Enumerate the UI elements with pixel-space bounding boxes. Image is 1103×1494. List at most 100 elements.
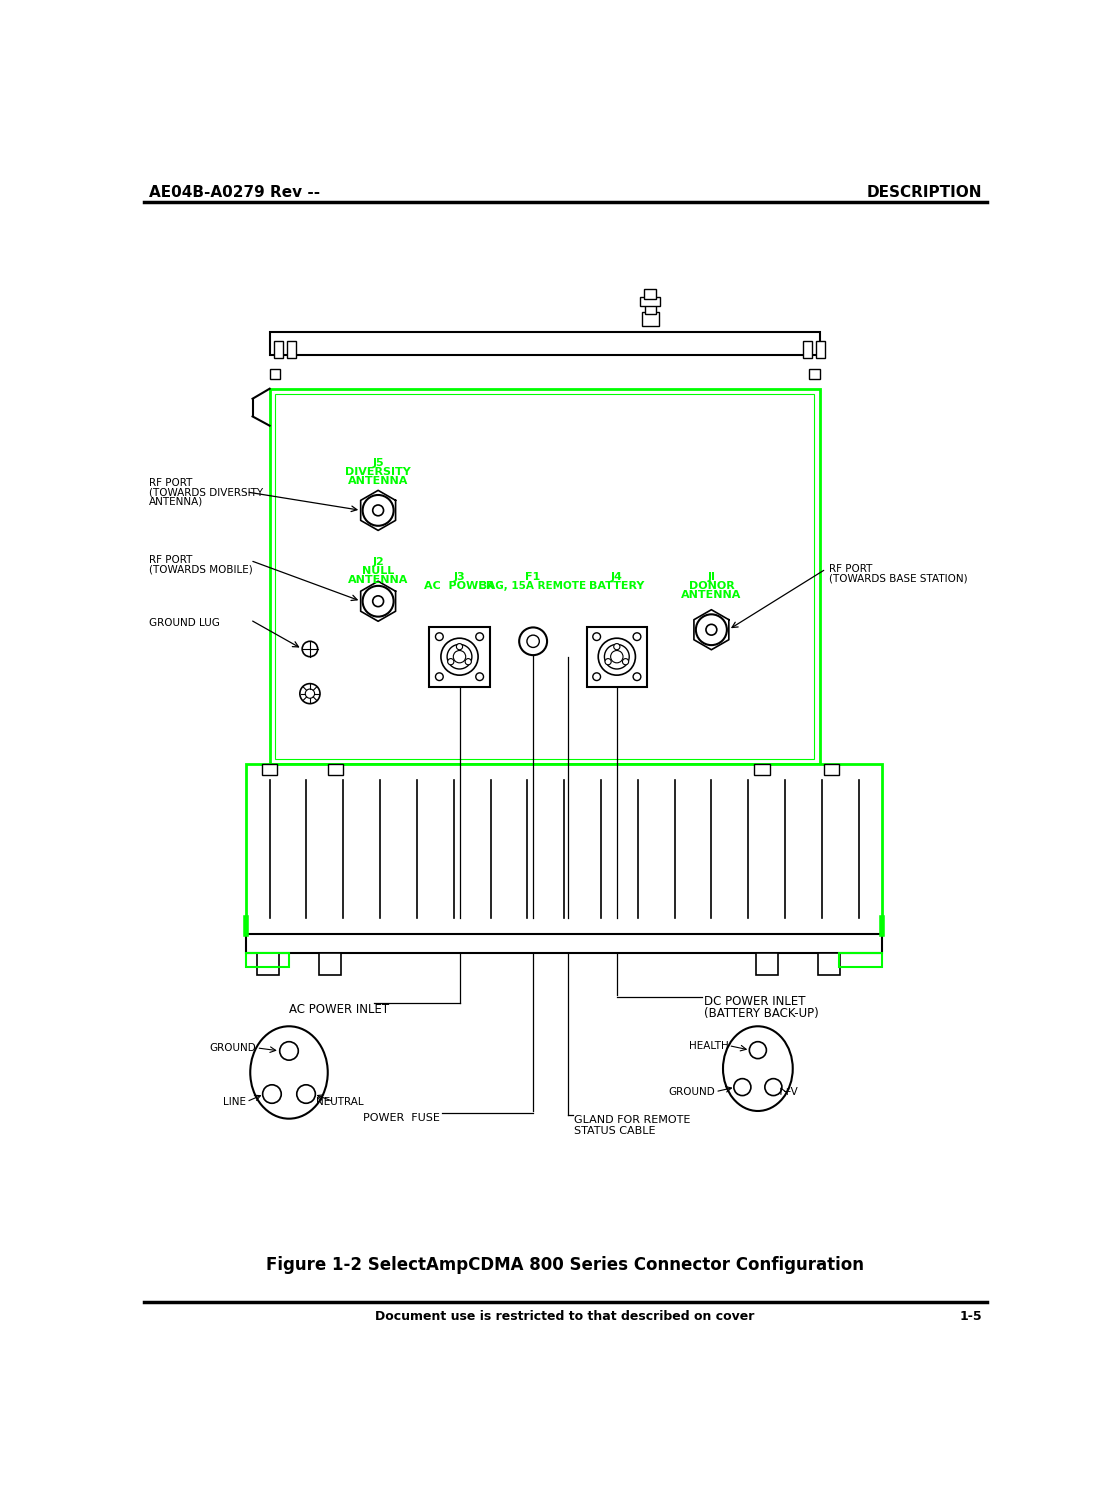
Bar bbox=[269, 388, 820, 765]
Text: ANTENNA: ANTENNA bbox=[682, 590, 741, 601]
Text: AE04B-A0279 Rev --: AE04B-A0279 Rev -- bbox=[149, 185, 320, 200]
Text: GROUND LUG: GROUND LUG bbox=[149, 619, 219, 627]
Text: RF PORT: RF PORT bbox=[149, 556, 192, 565]
Circle shape bbox=[457, 644, 462, 650]
Circle shape bbox=[363, 586, 394, 617]
Bar bbox=[803, 341, 812, 359]
Circle shape bbox=[706, 624, 717, 635]
Circle shape bbox=[300, 684, 320, 704]
Text: (TOWARDS BASE STATION): (TOWARDS BASE STATION) bbox=[829, 574, 967, 584]
Circle shape bbox=[441, 638, 478, 675]
Bar bbox=[246, 953, 289, 967]
Text: AC POWER INLET: AC POWER INLET bbox=[289, 1002, 389, 1016]
Bar bbox=[275, 394, 814, 759]
Circle shape bbox=[622, 659, 629, 665]
Circle shape bbox=[749, 1041, 767, 1059]
Text: (TOWARDS MOBILE): (TOWARDS MOBILE) bbox=[149, 565, 253, 574]
Text: POWER  FUSE: POWER FUSE bbox=[363, 1113, 440, 1123]
Text: DIVERSITY: DIVERSITY bbox=[345, 468, 411, 477]
Circle shape bbox=[306, 689, 314, 698]
Text: J2: J2 bbox=[372, 557, 384, 566]
Text: BATTERY: BATTERY bbox=[589, 581, 644, 592]
Circle shape bbox=[475, 633, 483, 641]
Circle shape bbox=[436, 633, 443, 641]
Text: STATUS CABLE: STATUS CABLE bbox=[575, 1126, 655, 1137]
Circle shape bbox=[592, 672, 600, 681]
Circle shape bbox=[465, 659, 471, 665]
Bar bbox=[257, 953, 279, 974]
Circle shape bbox=[448, 659, 453, 665]
Circle shape bbox=[592, 633, 600, 641]
Circle shape bbox=[604, 644, 629, 669]
Text: NULL: NULL bbox=[362, 566, 394, 575]
Circle shape bbox=[373, 596, 384, 607]
Text: RF PORT: RF PORT bbox=[149, 478, 192, 489]
Bar bbox=[587, 626, 647, 687]
Text: DONOR: DONOR bbox=[688, 581, 735, 592]
Text: LINE: LINE bbox=[224, 1097, 246, 1107]
Bar bbox=[246, 934, 882, 953]
Circle shape bbox=[606, 659, 611, 665]
Circle shape bbox=[280, 1041, 298, 1061]
Circle shape bbox=[520, 627, 547, 656]
Bar bbox=[816, 341, 825, 359]
Text: (BATTERY BACK-UP): (BATTERY BACK-UP) bbox=[704, 1007, 818, 1020]
Circle shape bbox=[613, 644, 620, 650]
Circle shape bbox=[633, 633, 641, 641]
Circle shape bbox=[373, 505, 384, 515]
Circle shape bbox=[696, 614, 727, 645]
Circle shape bbox=[447, 644, 472, 669]
Text: J3: J3 bbox=[453, 572, 465, 583]
Bar bbox=[839, 953, 882, 967]
Bar bbox=[644, 290, 656, 299]
Ellipse shape bbox=[722, 1026, 793, 1112]
Bar bbox=[824, 765, 839, 775]
Bar bbox=[269, 369, 280, 379]
Text: RF PORT: RF PORT bbox=[829, 565, 872, 574]
Circle shape bbox=[733, 1079, 751, 1095]
Text: NEUTRAL: NEUTRAL bbox=[317, 1097, 364, 1107]
Bar bbox=[429, 626, 490, 687]
Circle shape bbox=[436, 672, 443, 681]
Circle shape bbox=[297, 1085, 315, 1103]
Text: DESCRIPTION: DESCRIPTION bbox=[867, 185, 983, 200]
Circle shape bbox=[302, 641, 318, 657]
Circle shape bbox=[527, 635, 539, 647]
Text: AC  POWER: AC POWER bbox=[425, 581, 494, 592]
Text: GROUND: GROUND bbox=[210, 1043, 257, 1053]
Circle shape bbox=[363, 495, 394, 526]
Text: Document use is restricted to that described on cover: Document use is restricted to that descr… bbox=[375, 1310, 754, 1322]
Circle shape bbox=[764, 1079, 782, 1095]
Text: J4: J4 bbox=[611, 572, 623, 583]
Text: ANTENNA: ANTENNA bbox=[347, 477, 408, 487]
Bar bbox=[328, 765, 343, 775]
Text: (TOWARDS DIVERSITY: (TOWARDS DIVERSITY bbox=[149, 487, 263, 498]
Text: HEALTH: HEALTH bbox=[688, 1040, 728, 1050]
Text: J5: J5 bbox=[373, 459, 384, 468]
Text: GROUND: GROUND bbox=[668, 1086, 715, 1097]
Text: GLAND FOR REMOTE: GLAND FOR REMOTE bbox=[575, 1115, 690, 1125]
Circle shape bbox=[475, 672, 483, 681]
Circle shape bbox=[453, 650, 465, 663]
Bar bbox=[261, 765, 277, 775]
Text: JI: JI bbox=[707, 572, 716, 583]
Bar bbox=[274, 341, 282, 359]
Bar bbox=[287, 341, 296, 359]
Text: F1: F1 bbox=[525, 572, 540, 583]
Circle shape bbox=[598, 638, 635, 675]
Bar bbox=[808, 369, 820, 379]
Text: Figure 1-2 SelectAmpCDMA 800 Series Connector Configuration: Figure 1-2 SelectAmpCDMA 800 Series Conn… bbox=[266, 1256, 864, 1274]
Circle shape bbox=[633, 672, 641, 681]
Bar bbox=[818, 953, 840, 974]
Bar bbox=[645, 302, 655, 314]
Bar bbox=[757, 953, 778, 974]
Circle shape bbox=[263, 1085, 281, 1103]
Text: 1-5: 1-5 bbox=[960, 1310, 983, 1322]
Bar bbox=[640, 297, 661, 306]
Bar bbox=[269, 332, 820, 356]
Text: ANTENNA): ANTENNA) bbox=[149, 496, 203, 506]
Bar bbox=[319, 953, 341, 974]
Ellipse shape bbox=[250, 1026, 328, 1119]
Bar bbox=[642, 312, 658, 326]
Circle shape bbox=[611, 650, 623, 663]
